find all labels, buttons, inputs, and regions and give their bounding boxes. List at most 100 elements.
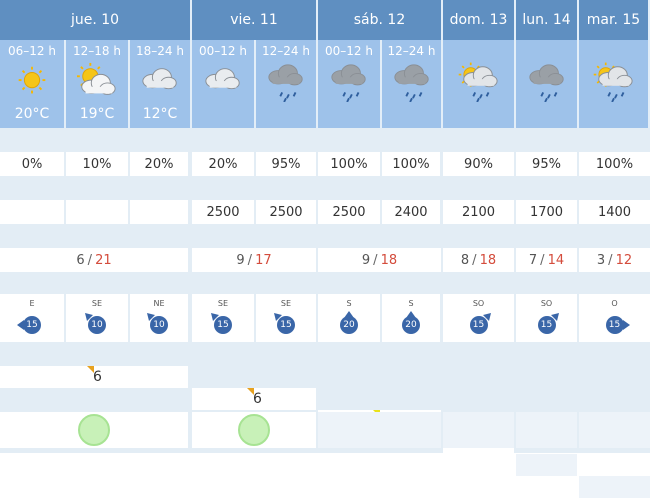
wind-cell: NE 10 (130, 294, 188, 342)
cloud-icon (138, 62, 182, 102)
uv-index-cell: 6 (0, 366, 188, 388)
day-header-dom[interactable]: dom. 13 (443, 0, 516, 40)
wind-speed-badge: 15 (23, 316, 41, 334)
period-cell[interactable]: 00–12 h (192, 40, 256, 128)
period-cell[interactable]: 12–24 h (382, 40, 443, 128)
max-temp: 18 (479, 252, 497, 268)
wind-direction: SE (91, 299, 103, 308)
snow-level-cell (66, 200, 128, 224)
wind-arrow-icon: 15 (15, 310, 49, 338)
wind-direction: SO (472, 299, 485, 308)
wind-speed-badge: 15 (469, 316, 488, 334)
min-temp: 3 (596, 252, 606, 268)
precip-probability-cell: 95% (256, 152, 316, 176)
wind-speed-badge: 15 (605, 316, 624, 334)
temp-minmax-cell: 9/17 (192, 248, 316, 272)
max-temp: 17 (255, 252, 272, 268)
day-header-jue[interactable]: jue. 10 (0, 0, 192, 40)
wind-direction: S (346, 299, 352, 308)
temp-minmax-cell: 8/18 (443, 248, 514, 272)
temp-separator: / (373, 252, 378, 268)
uv-index-cell: 6 (192, 388, 316, 410)
precip-probability-cell: 90% (443, 152, 514, 176)
wind-direction: SE (280, 299, 292, 308)
day-header-mar[interactable]: mar. 15 (579, 0, 650, 40)
min-temp: 6 (76, 252, 85, 268)
precip-probability-cell: 100% (579, 152, 650, 176)
day-header-sab[interactable]: sáb. 12 (318, 0, 443, 40)
wind-cell: SE 15 (192, 294, 254, 342)
wind-arrow-icon: 10 (80, 310, 114, 338)
snow-level-cell: 2500 (318, 200, 380, 224)
precip-probability-cell: 10% (66, 152, 128, 176)
sun-cloud-rain-icon (592, 62, 636, 103)
period-label: 00–12 h (199, 44, 247, 58)
max-temp: 12 (615, 252, 633, 268)
day-header-vie[interactable]: vie. 11 (192, 0, 318, 40)
min-temp: 9 (361, 252, 371, 268)
period-cell[interactable] (516, 40, 579, 128)
min-temp: 8 (460, 252, 470, 268)
sun-icon (10, 62, 54, 102)
wind-cell: E 15 (0, 294, 64, 342)
period-label: 12–24 h (387, 44, 436, 58)
wind-speed-badge: 15 (277, 316, 295, 334)
uv-index-value: 6 (93, 369, 102, 385)
period-label: 12–18 h (73, 44, 121, 58)
temp-separator: / (472, 252, 477, 268)
max-temp: 18 (380, 252, 398, 268)
uv-flag-icon (87, 366, 94, 373)
temp-separator: / (540, 252, 545, 268)
temp-minmax-cell: 9/18 (318, 248, 441, 272)
period-cell[interactable] (579, 40, 650, 128)
wind-cell: SE 10 (66, 294, 128, 342)
wind-cell: O 15 (579, 294, 650, 342)
indicator-cell (318, 412, 441, 448)
period-cell[interactable]: 12–24 h (256, 40, 318, 128)
period-cell[interactable]: 18–24 h 12°C (130, 40, 192, 128)
snow-level-cell: 1700 (516, 200, 577, 224)
period-cell[interactable]: 06–12 h 20°C (0, 40, 66, 128)
cloud-rain-icon (390, 62, 434, 103)
table-background (0, 128, 650, 453)
precip-probability-cell: 100% (382, 152, 440, 176)
wind-direction: SE (217, 299, 229, 308)
wind-arrow-icon: 15 (598, 310, 632, 338)
wind-arrow-icon: 15 (269, 310, 303, 338)
status-indicator-dot (238, 414, 270, 446)
snow-level-cell: 2500 (256, 200, 316, 224)
wind-direction: S (408, 299, 414, 308)
wind-direction: E (29, 299, 35, 308)
wind-arrow-icon: 15 (462, 310, 496, 338)
period-cell[interactable]: 00–12 h (318, 40, 382, 128)
precip-probability-cell: 100% (318, 152, 380, 176)
precip-probability-cell: 20% (130, 152, 188, 176)
wind-direction: SO (540, 299, 553, 308)
wind-cell: SO 15 (516, 294, 577, 342)
cloud-rain-icon (327, 62, 371, 103)
status-indicator-dot (78, 414, 110, 446)
wind-speed-badge: 20 (402, 316, 420, 334)
wind-speed-badge: 15 (537, 316, 556, 334)
wind-arrow-icon: 15 (530, 310, 564, 338)
day-header-lun[interactable]: lun. 14 (516, 0, 579, 40)
precip-probability-cell: 0% (0, 152, 64, 176)
max-temp: 21 (95, 252, 112, 268)
temp-minmax-cell: 7/14 (516, 248, 577, 272)
sun-cloud-icon (75, 62, 119, 102)
uv-index-value: 6 (253, 391, 262, 407)
wind-arrow-icon: 20 (394, 310, 428, 338)
min-temp: 9 (236, 252, 245, 268)
period-label: 12–24 h (262, 44, 310, 58)
wind-speed-badge: 10 (150, 316, 168, 334)
wind-cell: S 20 (318, 294, 380, 342)
indicator-cell (516, 412, 577, 448)
temp-separator: / (608, 252, 613, 268)
precip-probability-cell: 95% (516, 152, 577, 176)
indicator-cell (443, 412, 514, 448)
snow-level-cell: 2500 (192, 200, 254, 224)
temp-separator: / (87, 252, 93, 268)
period-cell[interactable]: 12–18 h 19°C (66, 40, 130, 128)
period-cell[interactable] (443, 40, 516, 128)
wind-arrow-icon: 15 (206, 310, 240, 338)
